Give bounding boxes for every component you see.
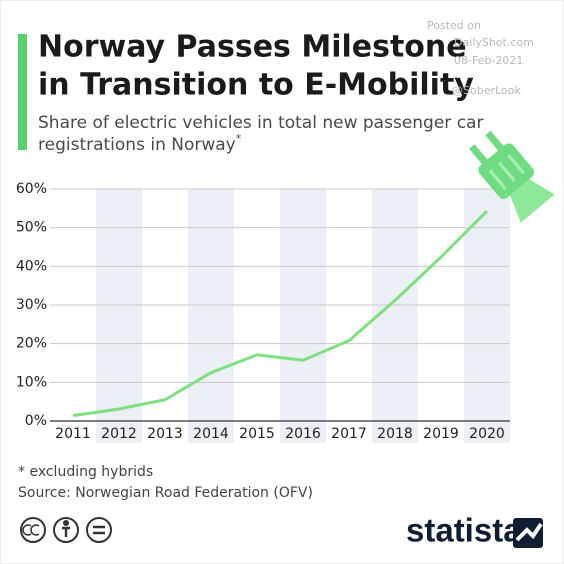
license-icons bbox=[20, 517, 112, 543]
x-tick-label: 2014 bbox=[193, 426, 229, 442]
subtitle: Share of electric vehicles in total new … bbox=[38, 113, 483, 133]
watermark: @SoberLook bbox=[452, 84, 521, 97]
watermark: Posted on bbox=[427, 19, 481, 32]
logo-icon bbox=[513, 518, 543, 548]
watermark: DailyShot.com bbox=[454, 36, 534, 49]
x-tick-label: 2015 bbox=[239, 426, 275, 442]
column-band bbox=[188, 189, 234, 443]
y-tick-label: 10% bbox=[16, 374, 47, 390]
column-band bbox=[280, 189, 326, 443]
plot: 0% 10% 20% 30% 40% 50% 60% 2011 2012 2013 2014 2015… bbox=[16, 181, 510, 443]
y-tick-label: 0% bbox=[25, 413, 47, 429]
source: Source: Norwegian Road Federation (OFV) bbox=[18, 485, 313, 501]
watermark: 08-Feb-2021 bbox=[454, 54, 523, 67]
column-band bbox=[372, 189, 418, 443]
x-tick-label: 2011 bbox=[55, 426, 91, 442]
x-tick-label: 2012 bbox=[101, 426, 137, 442]
chart-title: Norway Passes Milestone bbox=[38, 30, 467, 65]
line bbox=[72, 209, 489, 418]
column-band bbox=[464, 189, 510, 443]
subtitle-text: registrations in Norway bbox=[38, 135, 236, 155]
x-tick-label: 2013 bbox=[147, 426, 183, 442]
x-tick-label: 2018 bbox=[377, 426, 413, 442]
y-tick-label: 20% bbox=[16, 336, 47, 352]
subtitle-marker: * bbox=[236, 132, 242, 145]
logo: statista bbox=[406, 512, 522, 549]
x-tick-label: 2019 bbox=[423, 426, 459, 442]
x-tick-label: 2016 bbox=[285, 426, 321, 442]
y-tick-label: 30% bbox=[16, 297, 47, 313]
y-tick-label: 60% bbox=[16, 181, 47, 197]
y-tick-label: 50% bbox=[16, 220, 47, 236]
plug-icon bbox=[469, 130, 555, 223]
x-tick-label: 2017 bbox=[331, 426, 367, 442]
subtitle: registrations in Norway* bbox=[38, 132, 242, 155]
y-tick-label: 40% bbox=[16, 258, 47, 274]
x-tick-label: 2020 bbox=[469, 426, 505, 442]
footnote: * excluding hybrids bbox=[18, 464, 153, 480]
chart-title: in Transition to E-Mobility bbox=[38, 68, 474, 103]
accent-bar bbox=[18, 34, 27, 150]
column-band bbox=[96, 189, 142, 443]
